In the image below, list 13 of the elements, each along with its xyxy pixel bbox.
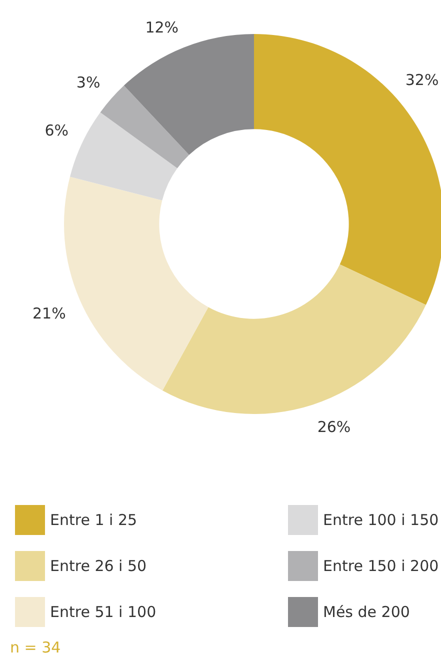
data-label: 26% <box>317 418 351 436</box>
legend-label: Entre 51 i 100 <box>50 603 156 621</box>
legend-label: Més de 200 <box>323 603 410 621</box>
data-label: 3% <box>76 73 100 92</box>
data-label: 21% <box>32 304 66 322</box>
data-label: 32% <box>405 70 439 89</box>
legend-label: Entre 150 i 200 <box>323 557 439 575</box>
legend-label: Entre 1 i 25 <box>50 511 138 529</box>
data-label: 12% <box>145 18 179 36</box>
legend-label: Entre 100 i 150 <box>323 511 439 529</box>
data-label: 6% <box>44 122 69 140</box>
text: n = 34 <box>10 638 61 656</box>
legend-label: Entre 26 i 50 <box>50 557 147 575</box>
